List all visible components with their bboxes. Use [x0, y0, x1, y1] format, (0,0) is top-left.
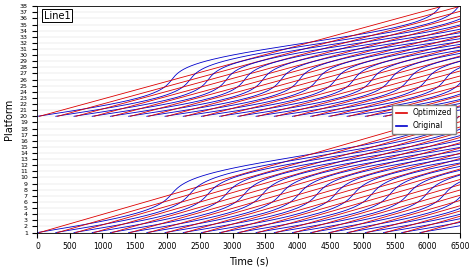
X-axis label: Time (s): Time (s) — [229, 257, 269, 267]
Text: Line1: Line1 — [44, 11, 71, 21]
Legend: Optimized, Original: Optimized, Original — [392, 105, 456, 134]
Y-axis label: Platform: Platform — [4, 99, 14, 140]
